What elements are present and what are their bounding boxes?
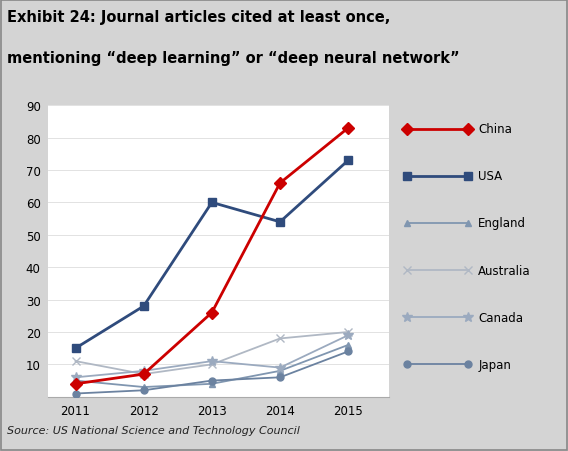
Text: Exhibit 24: Journal articles cited at least once,: Exhibit 24: Journal articles cited at le… [7,9,390,25]
Text: Canada: Canada [478,311,523,324]
Text: USA: USA [478,170,502,183]
Text: mentioning “deep learning” or “deep neural network”: mentioning “deep learning” or “deep neur… [7,51,460,65]
Text: Japan: Japan [478,358,511,371]
Text: Source: US National Science and Technology Council: Source: US National Science and Technolo… [7,425,300,435]
Text: China: China [478,123,512,136]
Text: Australia: Australia [478,264,531,277]
Text: England: England [478,217,526,230]
